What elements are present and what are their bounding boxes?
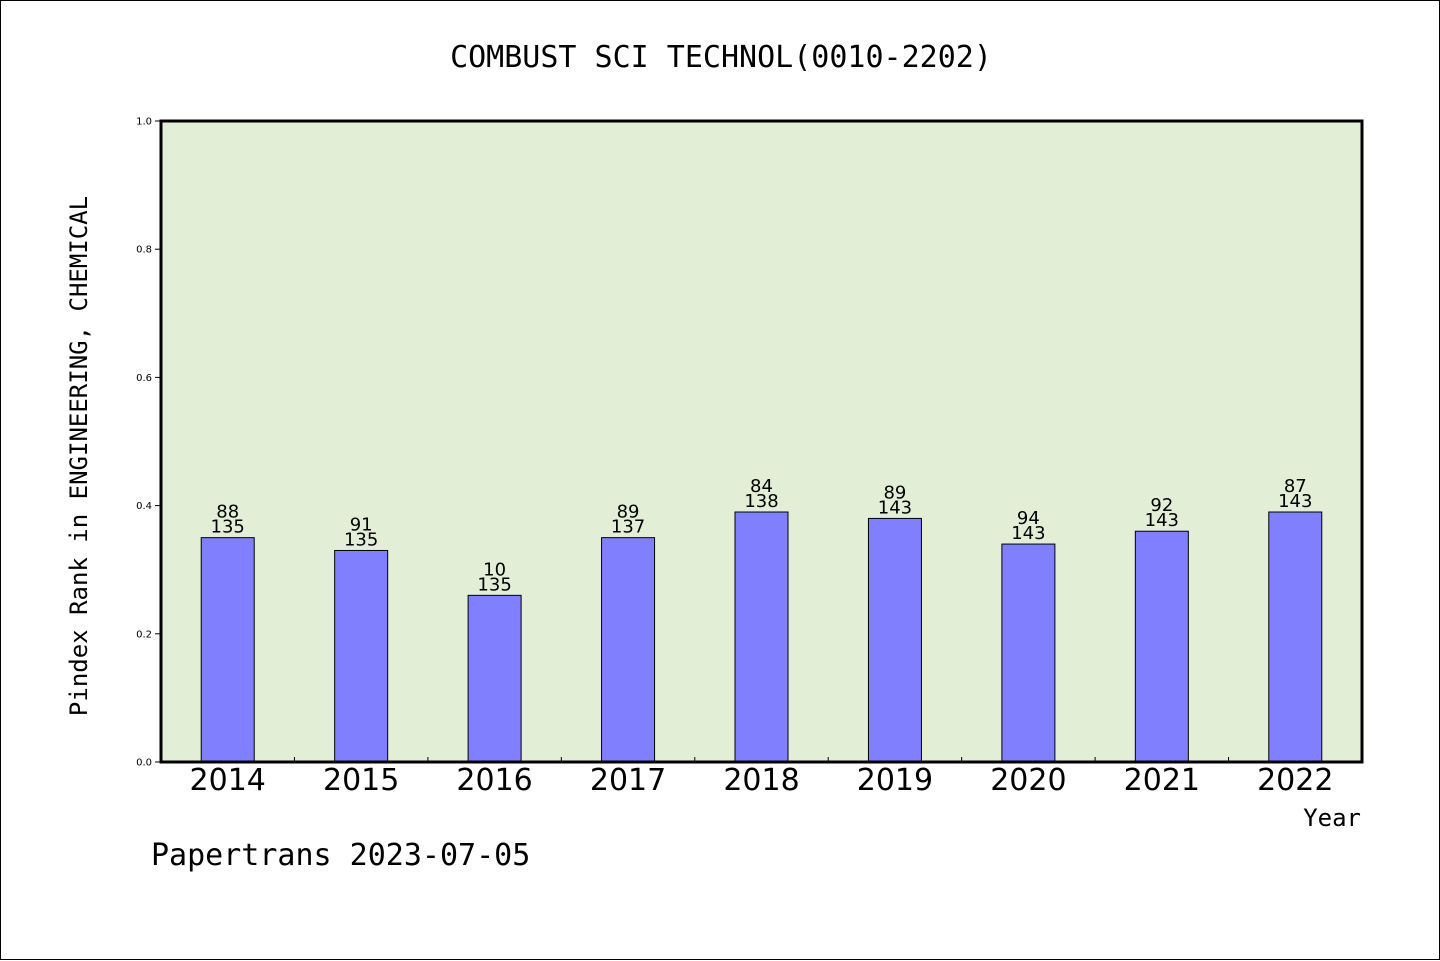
total-label-2020: 143	[1011, 523, 1045, 544]
bar-2020	[1001, 543, 1056, 763]
bar-2015	[334, 549, 389, 763]
x-tick-label-2016: 2016	[456, 763, 532, 798]
bar-2014	[200, 537, 255, 763]
total-label-2017: 137	[611, 517, 645, 538]
x-tick-label-2021: 2021	[1124, 763, 1200, 798]
x-tick-label-2015: 2015	[323, 763, 399, 798]
total-label-2019: 143	[878, 497, 912, 518]
bars-layer	[200, 511, 1323, 763]
bar-2016	[467, 594, 522, 763]
y-axis-label: Pindex Rank in ENGINEERING, CHEMICAL	[65, 196, 93, 716]
x-tick-label-2014: 2014	[190, 763, 266, 798]
y-tick-label: 0.8	[136, 245, 152, 256]
rank-label-2018: 84	[750, 476, 773, 497]
rank-label-2021: 92	[1150, 495, 1173, 516]
y-axis: 0.0 0.2 0.4 0.6 0.8 1.0	[136, 117, 161, 769]
total-label-2022: 143	[1278, 491, 1312, 512]
x-tick-label-2017: 2017	[590, 763, 666, 798]
y-tick-label: 1.0	[136, 117, 152, 128]
y-tick-label: 0.4	[136, 501, 152, 512]
y-tick-label: 0.0	[136, 758, 152, 769]
bar-2018	[734, 511, 789, 763]
y-tick-label: 0.6	[136, 373, 152, 384]
rank-label-2017: 89	[617, 502, 640, 523]
rank-label-2015: 91	[350, 514, 373, 535]
total-label-2014: 135	[211, 517, 245, 538]
rank-label-2014: 88	[216, 502, 239, 523]
x-axis: 2014 2015 2016 2017 2018 2019 2020 2021 2022	[190, 757, 1333, 798]
y-tick-label: 0.2	[136, 629, 152, 640]
bar-2019	[867, 517, 922, 763]
bar-2021	[1134, 530, 1189, 763]
chart-title: COMBUST SCI TECHNOL(0010-2202)	[450, 40, 992, 75]
bar-2022	[1268, 511, 1323, 763]
rank-label-2020: 94	[1017, 508, 1040, 529]
total-label-2021: 143	[1145, 510, 1179, 531]
rank-label-2022: 87	[1284, 476, 1307, 497]
total-label-2015: 135	[344, 529, 378, 550]
rank-label-2016: 10	[483, 559, 506, 580]
plot-border	[159, 119, 1364, 764]
total-label-2018: 138	[744, 491, 778, 512]
x-axis-label: Year	[1303, 804, 1361, 832]
footer-credit: Papertrans 2023-07-05	[151, 838, 530, 873]
x-tick-label-2019: 2019	[857, 763, 933, 798]
x-tick-label-2020: 2020	[990, 763, 1066, 798]
total-label-2016: 135	[477, 574, 511, 595]
x-tick-label-2018: 2018	[723, 763, 799, 798]
x-tick-label-2022: 2022	[1257, 763, 1333, 798]
bar-2017	[601, 537, 656, 763]
rank-label-2019: 89	[883, 482, 906, 503]
